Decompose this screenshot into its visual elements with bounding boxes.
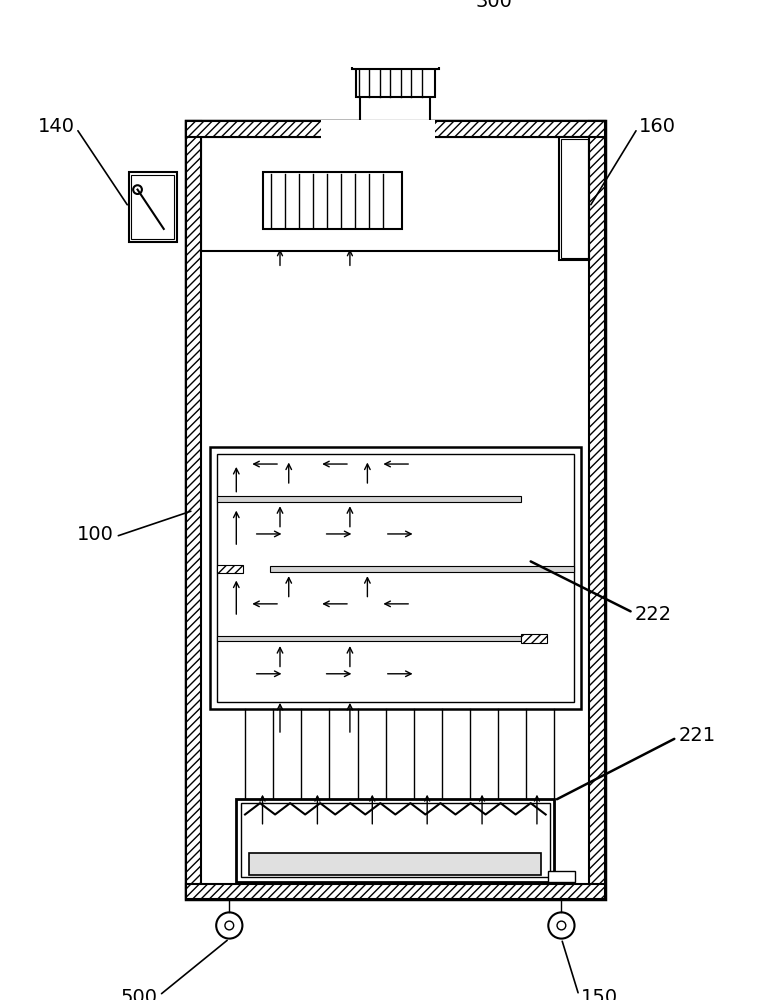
Bar <box>217 496 521 502</box>
Bar <box>132 175 174 239</box>
Bar <box>217 636 521 641</box>
Text: 140: 140 <box>38 117 74 136</box>
Bar <box>360 95 430 121</box>
Bar <box>129 172 177 242</box>
Bar <box>321 120 434 139</box>
Bar <box>352 56 439 69</box>
Bar <box>589 121 605 899</box>
Bar <box>185 121 605 899</box>
Bar <box>270 566 574 572</box>
Bar <box>263 172 402 229</box>
Bar <box>558 137 589 260</box>
Bar <box>185 121 201 899</box>
Text: 150: 150 <box>581 988 617 1000</box>
Bar <box>548 871 574 882</box>
Bar <box>241 803 550 877</box>
Bar <box>236 799 555 882</box>
Text: 222: 222 <box>635 605 672 624</box>
Text: 500: 500 <box>120 988 158 1000</box>
Bar <box>201 137 589 251</box>
Bar <box>521 634 548 643</box>
Bar <box>210 447 581 709</box>
Bar <box>250 853 542 875</box>
Text: 300: 300 <box>476 0 512 11</box>
Bar <box>356 66 434 97</box>
Bar <box>185 884 605 899</box>
Text: 221: 221 <box>679 726 715 745</box>
Text: 160: 160 <box>639 117 676 136</box>
Bar <box>217 454 574 702</box>
Bar <box>217 565 244 573</box>
Bar <box>561 139 588 258</box>
Text: 100: 100 <box>77 525 114 544</box>
Bar <box>185 121 605 137</box>
